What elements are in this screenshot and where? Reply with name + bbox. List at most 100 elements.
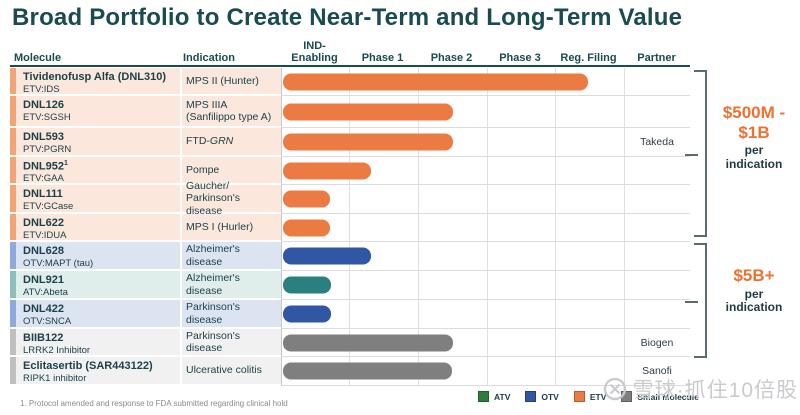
phase-gridline xyxy=(487,271,488,299)
bracket-tick xyxy=(685,153,698,156)
progress-bar xyxy=(283,276,331,294)
phase-chart-cell xyxy=(281,271,690,300)
indication-cell: Parkinson's disease xyxy=(180,300,281,329)
molecule-target: ETV:GAA xyxy=(23,173,64,185)
phase-gridline xyxy=(624,242,625,270)
phase-gridline xyxy=(555,96,556,127)
xueqiu-logo-icon xyxy=(603,377,626,401)
molecule-cell: DNL921 ATV:Abeta xyxy=(16,271,180,300)
table-row: DNL921 ATV:Abeta Alzheimer's disease xyxy=(10,271,690,300)
row-accent-strip xyxy=(10,96,16,128)
phase-gridline xyxy=(418,271,419,299)
molecule-cell: BIIB122 LRRK2 Inhibitor xyxy=(16,329,180,357)
molecule-target: RIPK1 inhibitor xyxy=(23,372,87,384)
indication-label: Gaucher/ Parkinson's disease xyxy=(186,180,240,217)
phase-gridline xyxy=(487,96,488,127)
phase-gridline xyxy=(555,157,556,184)
indication-label: FTD-GRN xyxy=(186,135,234,148)
phase-gridline xyxy=(555,300,556,328)
column-header-row: Molecule Indication IND-Enabling Phase 1 P… xyxy=(10,38,690,66)
phase-gridline xyxy=(418,185,419,213)
watermark: 雪球·抓住10倍股 xyxy=(603,374,798,404)
phase-gridline xyxy=(624,185,625,213)
value-label-long-term: $5B+ per indication xyxy=(708,266,800,315)
phase-gridline xyxy=(624,96,625,127)
phase-gridline xyxy=(555,128,556,156)
indication-label: MPS II (Hunter) xyxy=(186,74,259,87)
phase-gridline xyxy=(418,300,419,328)
progress-bar xyxy=(283,73,588,90)
molecule-name: DNL9521 xyxy=(23,160,68,173)
progress-bar xyxy=(283,305,331,323)
molecule-cell: DNL9521 ETV:GAA xyxy=(16,157,180,185)
phase-gridline xyxy=(487,157,488,184)
phase-chart-cell xyxy=(281,68,690,96)
progress-bar xyxy=(283,247,371,265)
molecule-name: DNL628 xyxy=(23,245,64,257)
molecule-name: Eclitasertib (SAR443122) xyxy=(23,360,153,372)
row-accent-strip xyxy=(10,242,16,271)
column-header-ind-enabling: IND-Enabling xyxy=(291,39,338,64)
indication-cell: Pompe xyxy=(180,157,281,185)
progress-bar xyxy=(283,103,453,120)
phase-gridline xyxy=(555,271,556,299)
phase-gridline xyxy=(624,329,625,356)
progress-bar xyxy=(283,133,453,151)
legend-swatch xyxy=(478,391,489,402)
page-title: Broad Portfolio to Create Near-Term and … xyxy=(12,4,683,31)
value-label-near-term: $500M - $1B per indication xyxy=(708,103,800,172)
molecule-name: DNL622 xyxy=(23,217,64,229)
molecule-target: ETV:IDS xyxy=(23,83,60,95)
phase-gridline xyxy=(418,214,419,241)
indication-cell: MPS II (Hunter) xyxy=(180,68,281,96)
phase-chart-cell xyxy=(281,242,690,271)
indication-cell: Parkinson's disease xyxy=(180,329,281,357)
molecule-target: PTV:PGRN xyxy=(23,143,72,155)
molecule-name: Tividenofusp Alfa (DNL310) xyxy=(23,71,167,83)
table-row: BIIB122 LRRK2 Inhibitor Parkinson's diseas… xyxy=(10,329,690,357)
molecule-target: ETV:SGSH xyxy=(23,111,71,123)
legend-item-otv: OTV xyxy=(525,391,559,402)
phase-gridline xyxy=(349,300,350,328)
bracket-near-term xyxy=(685,70,707,237)
phase-gridline xyxy=(555,242,556,270)
phase-chart-cell: Sanofi xyxy=(281,357,690,386)
row-accent-strip xyxy=(10,271,16,300)
indication-cell: Alzheimer's disease xyxy=(180,271,281,300)
stage-headers: IND-Enabling Phase 1 Phase 2 Phase 3 Reg. Fi… xyxy=(281,40,690,66)
indication-cell: FTD-GRN xyxy=(180,128,281,157)
molecule-cell: DNL111 ETV:GCase xyxy=(16,185,180,214)
phase-gridline xyxy=(487,185,488,213)
progress-bar xyxy=(283,219,330,236)
progress-bar xyxy=(283,162,371,179)
molecule-cell: DNL628 OTV:MAPT (tau) xyxy=(16,242,180,271)
value-sub: per indication xyxy=(725,286,783,315)
table-row: Eclitasertib (SAR443122) RIPK1 inhibitor U… xyxy=(10,357,690,386)
indication-label: Alzheimer's disease xyxy=(186,272,240,297)
legend-item-etv: ETV xyxy=(573,391,607,402)
phase-gridline xyxy=(624,214,625,241)
legend-swatch xyxy=(573,391,585,402)
legend-label: ATV xyxy=(494,391,511,402)
indication-cell: MPS IIIA (Sanfilippo type A) xyxy=(180,96,281,128)
phase-gridline xyxy=(349,185,350,213)
phase-gridline xyxy=(624,128,625,156)
indication-cell: Alzheimer's disease xyxy=(180,242,281,271)
phase-gridline xyxy=(418,157,419,184)
legend-label: Small Molecule xyxy=(637,391,699,402)
column-header-indication: Indication xyxy=(183,52,235,64)
row-accent-strip xyxy=(10,300,16,329)
legend-label: ETV xyxy=(589,391,607,402)
molecule-name: DNL422 xyxy=(23,303,64,315)
row-accent-strip xyxy=(10,357,16,386)
header-divider xyxy=(10,65,690,67)
table-row: DNL622 ETV:IDUA MPS I (Hurler) xyxy=(10,214,690,242)
table-row: DNL9521 ETV:GAA Pompe xyxy=(10,157,690,185)
phase-chart-cell: Takeda xyxy=(281,128,690,157)
phase-gridline xyxy=(487,242,488,270)
partner-label: Biogen xyxy=(640,336,674,349)
column-header-phase-1: Phase 1 xyxy=(361,51,404,64)
phase-chart-cell xyxy=(281,185,690,214)
row-accent-strip xyxy=(10,185,16,214)
indication-label: Ulcerative colitis xyxy=(186,364,262,377)
